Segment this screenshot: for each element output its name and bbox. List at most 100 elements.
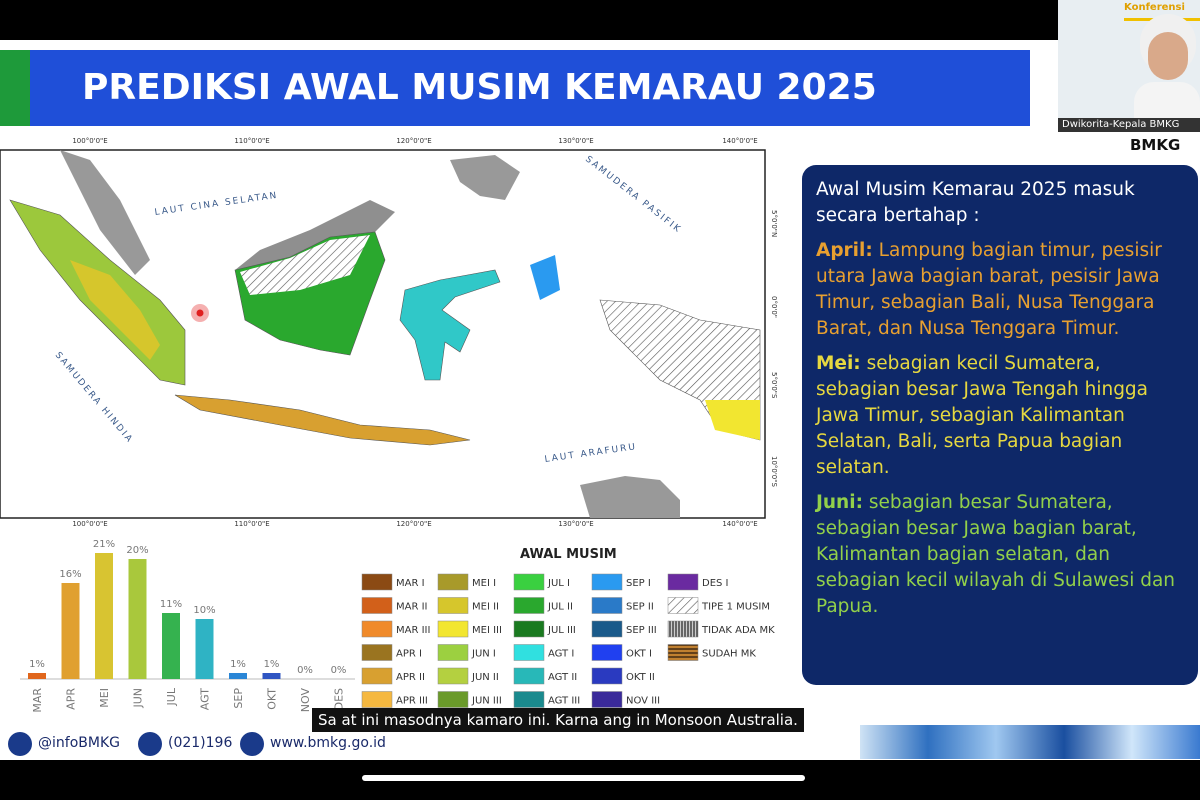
info-item: Mei: sebagian kecil Sumatera, sebagian b… [816,351,1184,481]
legend-label: AGT II [548,672,577,683]
legend-label: JUN II [471,672,499,683]
legend-swatch [591,597,623,614]
x-tick-label: NOV [299,688,312,713]
legend-label: APR III [396,696,428,707]
subtitle-caption: Sa at ini masodnya kamaro ini. Karna ang… [312,708,804,732]
webcam: Konferensi Dwikorita-Kepala BMKG [1058,0,1200,132]
legend-swatch [513,597,545,614]
legend-label: APR I [396,649,422,660]
legend-swatch [437,620,469,638]
x-tick-label: MAR [31,688,44,713]
legend-swatch [591,620,623,638]
info-text: sebagian besar Sumatera, sebagian besar … [816,492,1176,617]
legend-swatch [591,667,623,685]
lat-label: 0°0'0" [770,296,778,318]
home-indicator [362,775,805,781]
legend-swatch [667,620,699,638]
land-neighbor [450,155,520,200]
marker [196,309,204,317]
bar [95,553,113,679]
legend-label: AGT I [548,649,574,660]
decor-stripes [860,725,1200,759]
legend-swatch [437,667,469,685]
island-sulawesi [399,269,501,381]
info-label: Juni: [816,492,863,513]
accent-block [0,50,30,126]
legend-label: TIPE 1 MUSIM [701,602,770,613]
legend-swatch [667,573,699,591]
icon-phone [138,732,162,756]
land-neighbor [60,150,150,275]
info-text: Lampung bagian timur, pesisir utara Jawa… [816,240,1162,339]
value-label: 11% [160,599,182,610]
legend-label: SEP I [626,578,651,589]
x-tick-label: JUN [132,688,145,709]
lat-label: 5°0'0"N [770,210,778,237]
land-neighbor [580,476,680,518]
info-text: sebagian kecil Sumatera, sebagian besar … [816,353,1149,478]
info-items: April: Lampung bagian timur, pesisir uta… [816,238,1184,620]
x-tick-label: DES [333,688,346,710]
org-label: BMKG [1130,136,1181,154]
island-maluku [530,255,560,300]
info-panel: Awal Musim Kemarau 2025 masuk secara ber… [802,165,1198,685]
legend-label: JUN I [471,649,496,660]
info-label: April: [816,240,873,261]
legend-label: MAR II [396,602,428,613]
face [1148,32,1188,80]
legend-label: JUL III [547,625,576,636]
legend-label: MEI III [472,625,502,636]
legend-swatch [591,573,623,591]
legend-swatch [437,573,469,591]
legend-label: OKT II [626,672,655,683]
legend-swatch [361,620,393,638]
bar [229,673,247,679]
legend-swatch [513,644,545,661]
slide-title: PREDIKSI AWAL MUSIM KEMARAU 2025 [30,50,1030,126]
legend-swatch [513,573,545,591]
legend-label: MEI II [472,602,499,613]
bar [128,559,147,679]
lon-label: 130°0'0"E [558,137,593,145]
legend-label: SEP III [626,625,657,636]
legend-swatch [437,644,469,661]
legend-label: JUN III [471,696,502,707]
bar [28,673,46,679]
icon-x [8,732,32,756]
legend-swatch [591,691,623,708]
icon-web [240,732,264,756]
info-item: Juni: sebagian besar Sumatera, sebagian … [816,490,1184,620]
legend-label: APR II [396,672,425,683]
footer-web: www.bmkg.go.id [270,735,386,751]
x-tick-label: MEI [98,688,111,708]
lon-label: 110°0'0"E [234,520,269,528]
legend-swatch [591,644,623,661]
value-label: 0% [297,665,313,676]
body [1134,82,1200,122]
legend-label: DES I [702,578,729,589]
legend-swatch [361,644,393,661]
lat-label: 5°0'0"S [770,372,778,399]
x-tick-label: AGT [199,688,212,710]
legend-label: OKT I [626,649,652,660]
value-label: 16% [59,569,81,580]
legend-swatch [667,644,699,661]
legend-label: SEP II [626,602,654,613]
legend-label: NOV III [626,696,660,707]
legend-swatch [361,597,393,614]
legend-swatch [667,597,699,614]
land-neighbor [235,200,395,270]
legend-label: MAR I [396,578,425,589]
x-tick-label: SEP [232,688,245,709]
bar [61,583,80,679]
lon-label: 100°0'0"E [72,137,107,145]
value-label: 20% [126,545,148,556]
bar [195,619,214,679]
legend-label: MEI I [472,578,496,589]
legend-swatch [437,597,469,614]
legend-swatch [437,691,469,708]
zone [705,400,760,440]
webcam-banner: Konferensi [1124,2,1185,13]
lon-label: 130°0'0"E [558,520,593,528]
